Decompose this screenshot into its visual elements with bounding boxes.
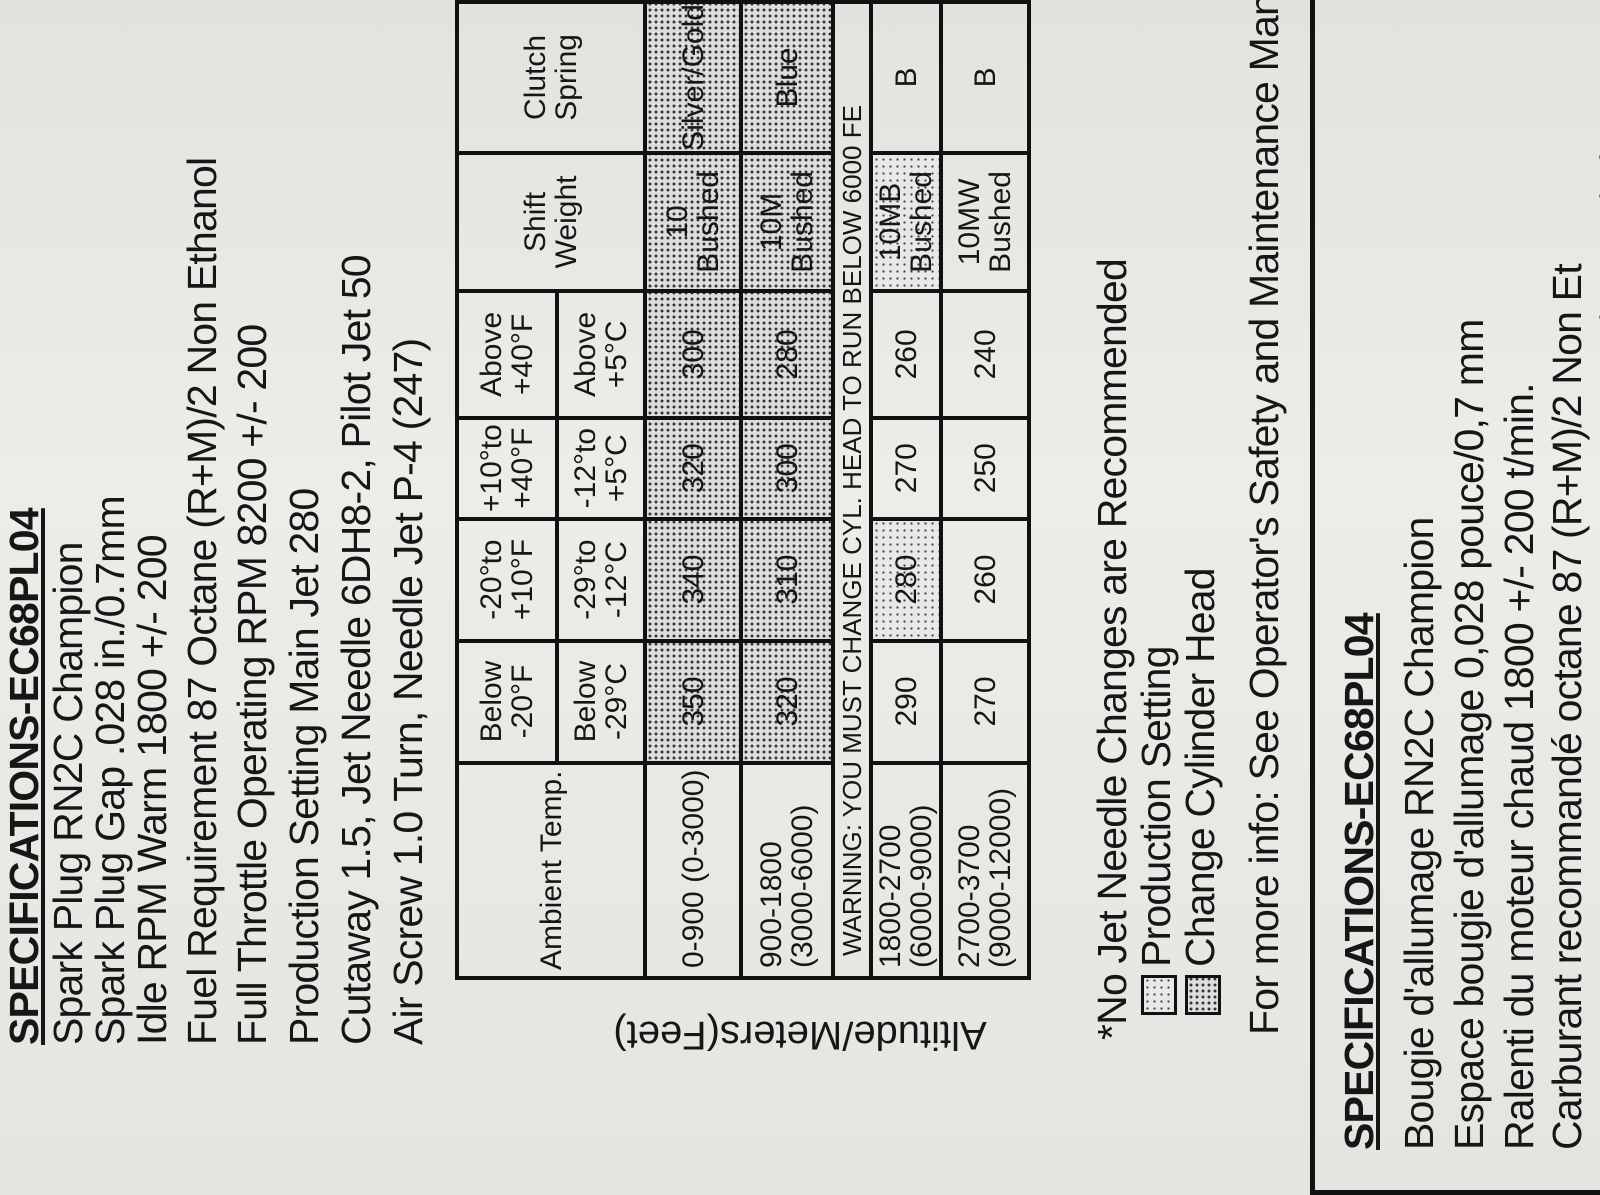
- specs-title: SPECIFICATIONS-EC68PL04: [1, 508, 47, 1045]
- table-row: 1800-2700 (6000-9000) 290 280 270 260 10…: [871, 2, 941, 978]
- french-specs-box: SPECIFICATIONS-EC68PL04 Bougie d'allumag…: [1310, 0, 1600, 1195]
- temp-f: -20°to +10°F: [457, 518, 557, 641]
- french-line: Bougie d'allumage RN2C Champion: [1396, 517, 1442, 1150]
- jet-cell: 320: [645, 417, 741, 519]
- table-row: 0-900 (0-3000) 350 340 320 300 10 Bushed…: [645, 2, 741, 978]
- jet-cell: 270: [941, 640, 1029, 763]
- spec-line: Fuel Requirement 87 Octane (R+M)/2 Non E…: [179, 157, 225, 1045]
- altitude-cell: 900-1800 (3000-6000): [741, 762, 833, 978]
- french-title: SPECIFICATIONS-EC68PL04: [1336, 613, 1382, 1150]
- jet-cell: 270: [871, 417, 941, 519]
- altitude-axis-label: Altitude/Meters(Feet): [613, 1013, 987, 1057]
- temp-f: +10°to +40°F: [457, 417, 557, 519]
- french-line: Carburant recommandé octane 87 (R+M)/2 N…: [1544, 264, 1590, 1150]
- spec-line: Spark Plug Gap .028 in./0.7mm: [87, 496, 133, 1045]
- jet-cell: 240: [941, 291, 1029, 418]
- jet-cell: 320: [741, 640, 833, 763]
- light-dot-swatch-icon: [1141, 975, 1178, 1015]
- corner-label: Ambient Temp.: [457, 762, 645, 978]
- table-row: 2700-3700 (9000-12000) 270 260 250 240 1…: [941, 2, 1029, 978]
- clutch-spring-cell: B: [941, 2, 1029, 153]
- jet-cell: 250: [941, 417, 1029, 519]
- spec-line: Full Throttle Operating RPM 8200 +/- 200: [229, 324, 275, 1045]
- temp-f: Below -20°F: [457, 640, 557, 763]
- jet-cell: 300: [741, 417, 833, 519]
- french-line: Ralenti du moteur chaud 1800 +/- 200 t/m…: [1496, 383, 1542, 1150]
- legend-change-head: Change Cylinder Head: [1176, 568, 1224, 1015]
- shift-weight-cell: 10M Bushed: [741, 152, 833, 292]
- temp-c: Above +5°C: [557, 291, 645, 418]
- dense-dot-swatch-icon: [1185, 975, 1222, 1015]
- temp-c: Below -29°C: [557, 640, 645, 763]
- shift-weight-cell: 10MW Bushed: [941, 152, 1029, 292]
- jet-cell: 340: [645, 518, 741, 641]
- clutch-spring-header: Clutch Spring: [457, 2, 645, 153]
- jet-cell: 310: [741, 518, 833, 641]
- jet-cell: 290: [871, 640, 941, 763]
- shift-weight-cell: 10 Bushed: [645, 152, 741, 292]
- temp-c: -29°to -12°C: [557, 518, 645, 641]
- clutch-spring-cell: Silver/Gold: [645, 2, 741, 153]
- warning-row: WARNING: YOU MUST CHANGE CYL. HEAD TO RU…: [833, 2, 871, 978]
- legend-change-head-text: Change Cylinder Head: [1177, 568, 1223, 967]
- spec-line: Spark Plug RN2C Champion: [45, 542, 91, 1045]
- spec-line: Idle RPM Warm 1800 +/- 200: [129, 535, 175, 1045]
- jet-cell: 300: [645, 291, 741, 418]
- jetting-table: Ambient Temp. Below -20°F -20°to +10°F +…: [455, 0, 1031, 980]
- altitude-cell: 2700-3700 (9000-12000): [941, 762, 1029, 978]
- spec-line: Production Setting Main Jet 280: [281, 488, 327, 1045]
- shift-weight-cell: 10MB Bushed: [871, 152, 941, 292]
- jet-cell: 260: [871, 291, 941, 418]
- temp-f: Above +40°F: [457, 291, 557, 418]
- warning-text: WARNING: YOU MUST CHANGE CYL. HEAD TO RU…: [833, 2, 871, 978]
- temp-c: -12°to +5°C: [557, 417, 645, 519]
- clutch-spring-cell: Blue: [741, 2, 833, 153]
- more-info-note: For more info: See Operator's Safety and…: [1241, 0, 1287, 1035]
- legend-production-text: Production Setting: [1133, 646, 1179, 967]
- no-jet-needle-note: *No Jet Needle Changes are Recommended: [1089, 259, 1135, 1040]
- jet-cell: 260: [941, 518, 1029, 641]
- table-row: 900-1800 (3000-6000) 320 310 300 280 10M…: [741, 2, 833, 978]
- jet-cell: 280: [741, 291, 833, 418]
- spec-line: Air Screw 1.0 Turn, Needle Jet P-4 (247): [385, 338, 431, 1045]
- shift-weight-header: Shift Weight: [457, 152, 645, 292]
- clutch-spring-cell: B: [871, 2, 941, 153]
- spec-line: Cutaway 1.5, Jet Needle 6DH8-2, Pilot Je…: [333, 255, 379, 1045]
- altitude-cell: 0-900 (0-3000): [645, 762, 741, 978]
- legend-production: Production Setting: [1132, 646, 1180, 1015]
- french-line: Espace bougie d'allumage 0,028 pouce/0,7…: [1446, 319, 1492, 1150]
- jet-cell: 350: [645, 640, 741, 763]
- french-line: +/- 200 t/min.: [1592, 120, 1600, 350]
- altitude-cell: 1800-2700 (6000-9000): [871, 762, 941, 978]
- jet-cell: 280: [871, 518, 941, 641]
